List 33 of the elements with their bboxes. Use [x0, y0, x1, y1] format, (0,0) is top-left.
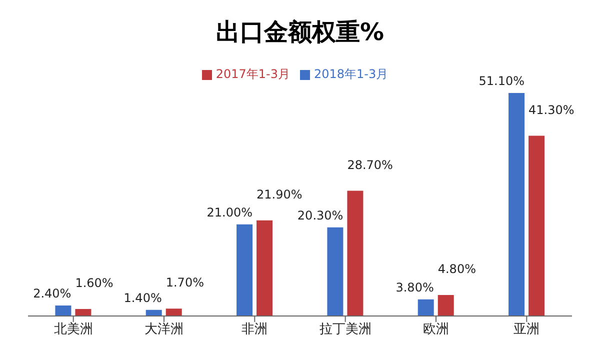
legend-label: 2017年1-3月: [216, 67, 290, 81]
legend-label: 2018年1-3月: [314, 67, 388, 81]
bar: [166, 308, 182, 316]
bar: [418, 299, 434, 316]
x-tick-label: 欧洲: [423, 322, 449, 338]
x-tick-label: 非洲: [242, 322, 268, 338]
data-label: 21.00%: [206, 205, 253, 220]
bar: [528, 136, 545, 316]
bar: [146, 310, 162, 316]
x-tick-label: 大洋洲: [144, 322, 184, 338]
bar: [75, 309, 92, 316]
data-label: 3.80%: [396, 280, 434, 294]
chart-title: 出口金额权重%: [214, 17, 386, 48]
bar: [347, 190, 364, 316]
bar: [236, 224, 253, 316]
data-label: 2.40%: [33, 286, 72, 301]
data-label: 1.40%: [124, 290, 162, 305]
x-tick-label: 拉丁美洲: [319, 321, 372, 338]
bar: [438, 295, 454, 316]
bar: [55, 306, 72, 316]
data-label: 21.90%: [256, 187, 302, 202]
data-label: 1.70%: [166, 276, 204, 290]
data-label: 41.30%: [528, 102, 574, 117]
data-label: 28.70%: [347, 158, 393, 172]
data-label: 20.30%: [297, 208, 344, 222]
data-label: 51.10%: [478, 74, 525, 88]
x-tick-label: 亚洲: [514, 322, 540, 338]
bar: [327, 227, 344, 316]
bar: [256, 220, 273, 316]
bar: [508, 93, 525, 316]
x-tick-label: 北美洲: [54, 321, 93, 338]
data-label: 1.60%: [75, 276, 114, 290]
data-label: 4.80%: [438, 262, 476, 276]
